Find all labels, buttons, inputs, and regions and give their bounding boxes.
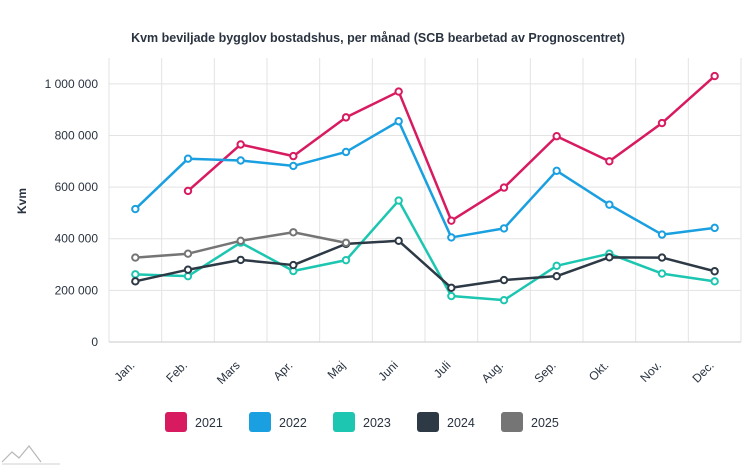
y-tick-label: 600 000 [55, 180, 99, 194]
y-tick-label: 200 000 [55, 283, 99, 297]
series-line [135, 239, 715, 290]
data-point[interactable] [341, 113, 351, 122]
legend-swatch [501, 412, 523, 432]
legend-item-2023[interactable]: 2023 [333, 412, 391, 432]
legend-item-2022[interactable]: 2022 [249, 412, 307, 432]
data-point[interactable] [605, 200, 614, 209]
data-point[interactable] [552, 132, 561, 141]
y-tick-label: 800 000 [55, 128, 99, 142]
data-point[interactable] [499, 295, 509, 305]
data-point[interactable] [394, 117, 403, 126]
data-point[interactable] [394, 87, 403, 96]
data-point[interactable] [605, 253, 614, 262]
data-point[interactable] [447, 233, 456, 242]
data-point[interactable] [341, 147, 351, 157]
axes: 0 200 000 400 000 600 000 800 000 1 000 000 Ja… [45, 77, 717, 387]
data-point[interactable] [236, 156, 245, 165]
x-tick-label: Jan. [112, 358, 138, 384]
legend-swatch [333, 412, 355, 432]
data-point[interactable] [341, 255, 351, 265]
legend-label: 2025 [531, 416, 559, 430]
data-point[interactable] [131, 204, 140, 214]
series-2021 [183, 71, 719, 225]
data-point[interactable] [605, 157, 614, 166]
mountain-logo-icon [1, 445, 60, 465]
series-line [134, 120, 715, 239]
data-point[interactable] [236, 140, 245, 149]
data-point[interactable] [657, 253, 667, 262]
data-point[interactable] [289, 161, 298, 171]
y-axis-label: Kvm [15, 188, 29, 214]
data-point[interactable] [710, 223, 719, 233]
data-point[interactable] [499, 183, 509, 192]
data-point[interactable] [131, 270, 140, 279]
legend-label: 2021 [195, 416, 223, 430]
legend-label: 2024 [447, 416, 475, 430]
data-point[interactable] [552, 166, 561, 176]
legend-item-2025[interactable]: 2025 [501, 412, 559, 432]
grid [108, 58, 742, 343]
data-point[interactable] [394, 236, 403, 245]
x-tick-label: Apr. [270, 358, 295, 383]
legend-item-2024[interactable]: 2024 [417, 412, 475, 432]
x-tick-label: Maj [325, 358, 349, 382]
x-tick-label: Okt. [586, 358, 611, 383]
x-tick-label: Juli [431, 358, 454, 381]
data-point[interactable] [394, 196, 403, 205]
legend-label: 2023 [363, 416, 391, 430]
data-point[interactable] [447, 283, 456, 292]
data-point[interactable] [552, 271, 561, 281]
data-point[interactable] [183, 271, 193, 281]
chart-title: Kvm beviljade bygglov bostadshus, per må… [131, 31, 625, 45]
series-2025 [131, 228, 351, 262]
y-tick-label: 0 [91, 335, 98, 349]
data-point[interactable] [183, 249, 193, 258]
data-point[interactable] [499, 275, 509, 285]
data-point[interactable] [183, 265, 193, 274]
data-point[interactable] [183, 154, 193, 163]
data-point[interactable] [447, 216, 456, 225]
data-point[interactable] [710, 277, 719, 286]
legend-item-2021[interactable]: 2021 [165, 412, 223, 432]
data-point[interactable] [341, 238, 351, 248]
data-point[interactable] [289, 260, 298, 270]
data-point[interactable] [289, 228, 298, 237]
data-point[interactable] [552, 261, 561, 271]
data-point[interactable] [657, 118, 667, 128]
data-point[interactable] [710, 267, 719, 276]
legend-label: 2022 [279, 416, 307, 430]
data-point[interactable] [236, 255, 245, 265]
data-point[interactable] [289, 151, 298, 161]
legend-swatch [165, 412, 187, 432]
data-point[interactable] [131, 253, 140, 262]
data-point[interactable] [710, 71, 719, 81]
data-point[interactable] [236, 236, 245, 245]
data-point[interactable] [657, 230, 667, 239]
x-tick-label: Feb. [163, 358, 190, 385]
data-point[interactable] [131, 277, 140, 286]
series-lines [131, 71, 719, 305]
legend[interactable]: 2021 2022 2023 2024 2025 [165, 412, 559, 432]
x-tick-label: Sep. [531, 358, 558, 385]
y-tick-label: 400 000 [55, 232, 99, 246]
y-tick-label: 1 000 000 [45, 77, 99, 91]
x-tick-label: Aug. [479, 358, 506, 385]
x-tick-label: Juni [375, 358, 400, 383]
data-point[interactable] [183, 186, 193, 196]
x-tick-label: Dec. [689, 358, 716, 385]
data-point[interactable] [499, 224, 509, 233]
data-point[interactable] [657, 269, 667, 278]
legend-swatch [249, 412, 271, 432]
legend-swatch [417, 412, 439, 432]
series-2022 [131, 117, 719, 242]
x-tick-label: Mars [214, 358, 243, 387]
x-tick-label: Nov. [637, 358, 664, 385]
data-point[interactable] [447, 291, 456, 301]
